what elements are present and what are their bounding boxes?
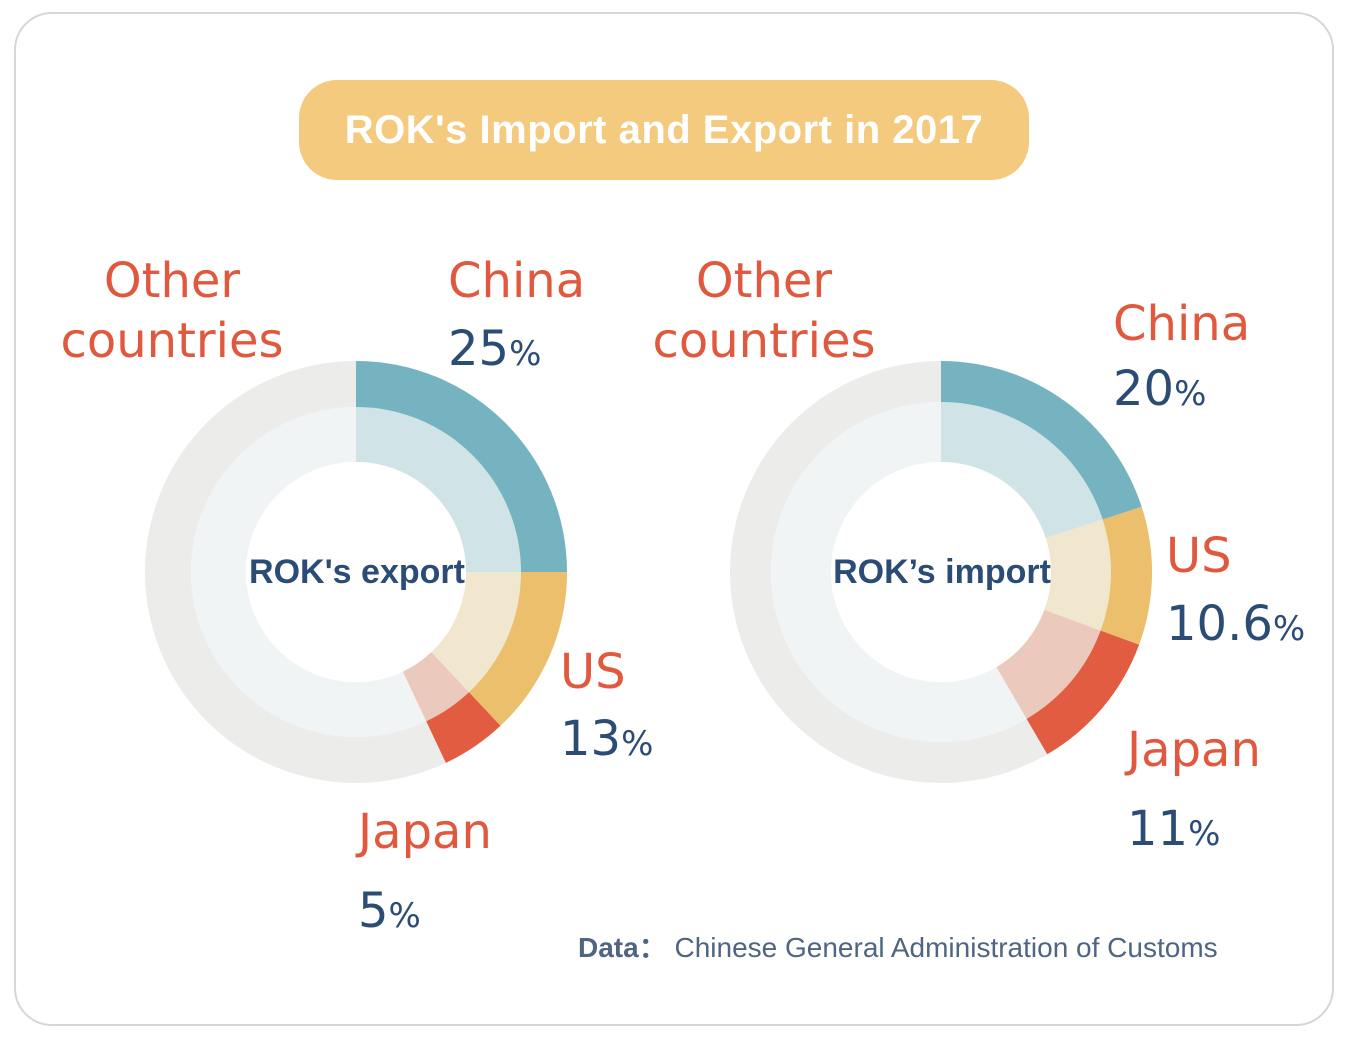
import-us-inner-slice	[1044, 519, 1111, 631]
import-us-value: 10.6%	[1166, 596, 1305, 652]
export-china-value: 25%	[448, 321, 541, 377]
import-japan-label: Japan	[1124, 722, 1261, 778]
import-china-outer-slice	[941, 360, 1142, 520]
import-china-label: China	[1113, 296, 1250, 352]
export-us-label: US	[560, 644, 626, 700]
import-other-label-line2: countries	[652, 313, 875, 369]
export-china-outer-slice	[356, 361, 567, 572]
export-japan-label: Japan	[355, 804, 492, 860]
chart-title: ROK's Import and Export in 2017	[299, 80, 1029, 180]
export-japan-value: 5%	[358, 883, 421, 939]
export-china-inner-slice	[356, 407, 521, 572]
export-other-label-line2: countries	[60, 313, 283, 369]
import-japan-inner-slice	[996, 609, 1101, 719]
import-us-outer-slice	[1100, 506, 1153, 645]
import-china-value: 20%	[1113, 361, 1206, 417]
source-separator: ：	[638, 932, 667, 963]
source-text: Chinese General Administration of Custom…	[674, 932, 1218, 963]
data-source: Data： Chinese General Administration of …	[578, 926, 1218, 966]
import-china-inner-slice	[941, 402, 1103, 539]
import-japan-outer-slice	[1026, 630, 1140, 755]
export-us-outer-slice	[468, 572, 567, 726]
export-japan-outer-slice	[426, 692, 501, 763]
import-us-label: US	[1166, 528, 1232, 584]
export-us-value: 13%	[560, 711, 653, 767]
import-other-label-line1: Other	[696, 253, 833, 309]
import-japan-value: 11%	[1127, 801, 1220, 857]
import-center-hole	[831, 462, 1051, 682]
export-china-label: China	[448, 253, 585, 309]
export-other-label-line1: Other	[104, 253, 241, 309]
import-center-label: ROK’s import	[833, 553, 1051, 591]
export-japan-inner-slice	[402, 652, 469, 722]
export-center-label: ROK's export	[249, 553, 465, 591]
export-us-inner-slice	[431, 572, 521, 693]
export-center-hole	[246, 462, 466, 682]
source-key: Data	[578, 932, 639, 963]
